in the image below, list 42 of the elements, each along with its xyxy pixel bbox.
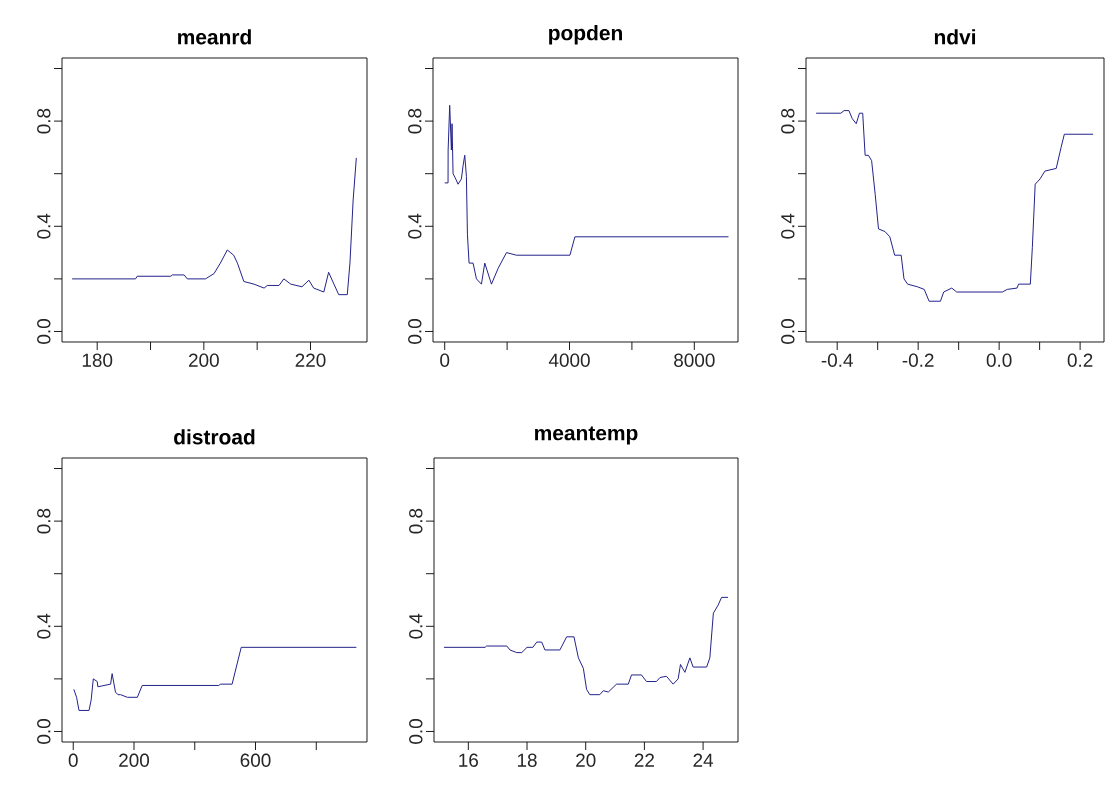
x-tick-label: 200 [119,753,150,767]
x-tick-label: 200 [189,353,219,367]
x-tick-label: 0.0 [986,353,1012,367]
y-tick-label: 0.8 [781,108,795,134]
y-tick-label: 0.4 [409,613,423,639]
x-tick-label: 18 [517,753,537,767]
y-tick-label: 0.4 [37,213,51,239]
line-series [73,646,357,711]
y-tick-label: 0.0 [37,719,51,744]
y-tick-label: 0.0 [408,319,422,344]
y-tick-label: 0.0 [37,319,51,344]
x-tick-label: 22 [634,753,654,767]
y-tick-label: 0.0 [409,719,423,744]
y-tick-label: 0.4 [408,213,422,239]
line-series [815,110,1094,302]
chart-title: meanrd [178,29,251,45]
y-tick-label: 0.8 [37,108,51,134]
x-tick-label: 0 [68,753,78,767]
x-tick-label: -0.2 [902,353,934,367]
x-tick-label: -0.4 [821,353,853,367]
x-tick-label: 20 [576,753,596,767]
x-tick-label: 8000 [674,353,715,367]
y-tick-label: 0.4 [781,213,795,239]
chart-title: ndvi [934,29,976,45]
chart-title: distroad [174,429,255,445]
x-tick-label: 220 [295,353,326,367]
x-tick-label: 0 [440,353,450,367]
x-tick-label: 600 [240,753,271,767]
chart-title: popden [549,25,622,45]
y-tick-label: 0.8 [409,508,423,534]
line-series [443,596,729,696]
x-tick-label: 0.2 [1067,353,1093,367]
y-tick-label: 0.0 [781,319,795,344]
x-tick-label: 180 [82,353,113,367]
y-tick-label: 0.8 [408,108,422,134]
line-series [444,104,729,285]
x-tick-label: 4000 [548,353,590,367]
x-tick-label: 16 [459,753,479,767]
y-tick-label: 0.4 [37,613,51,639]
x-tick-label: 24 [693,753,714,767]
chart-title: meantemp [535,426,638,445]
y-tick-label: 0.8 [37,508,51,534]
